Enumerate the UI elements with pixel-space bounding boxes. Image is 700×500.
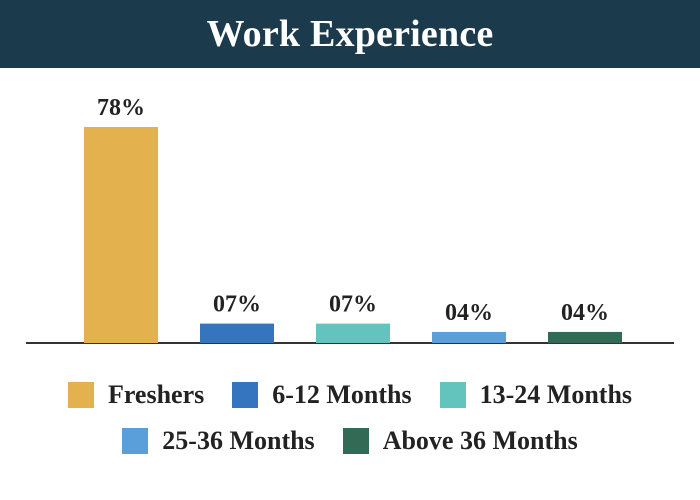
data-label-3: 04% [445,300,493,326]
data-label-0: 78% [97,95,145,121]
bar-0 [84,127,158,343]
bar-4 [548,331,622,343]
legend-swatch [67,382,94,408]
legend-label: Above 36 Months [382,426,578,455]
legend: Freshers 6-12 Months 13-24 Months 25-36 Mon… [0,372,700,464]
chart-title: Work Experience [206,13,494,55]
data-label-2: 07% [329,292,377,318]
legend-label: Freshers [107,380,205,409]
legend-label: 25-36 Months [162,426,315,455]
legend-swatch [232,382,259,408]
data-label-4: 04% [561,300,609,326]
legend-swatch [122,428,149,454]
legend-row: 25-36 Months Above 36 Months [0,418,700,464]
bar-chart: 78% 07% 07% 04% 04% [26,95,674,344]
legend-item: 13-24 Months [439,380,633,410]
bar-3 [432,331,506,343]
legend-item: 25-36 Months [122,426,315,456]
data-label-1: 07% [213,292,261,318]
legend-label: 13-24 Months [479,380,633,409]
legend-item: Freshers [67,380,205,410]
bar-2 [316,323,390,343]
legend-item: 6-12 Months [232,380,412,410]
bar-1 [200,323,274,343]
legend-label: 6-12 Months [272,380,412,409]
legend-swatch [342,428,369,454]
title-bar: Work Experience [0,0,700,68]
legend-swatch [439,382,466,408]
legend-row: Freshers 6-12 Months 13-24 Months [0,372,700,418]
legend-item: Above 36 Months [342,426,578,456]
